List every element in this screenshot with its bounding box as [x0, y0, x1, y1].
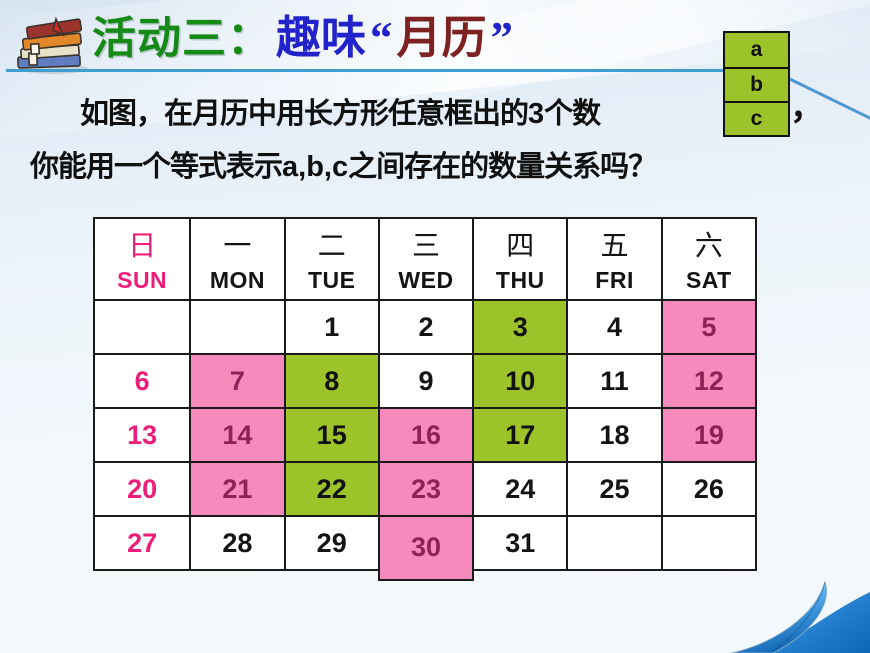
- weekday-cn-label: 日: [128, 231, 157, 262]
- calendar-header-tue: 二 TUE: [283, 219, 378, 299]
- calendar-table: 日 SUN 一 MON 二 TUE 三 WED 四 THU 五 FRI 六 SAT 1 2 3 4 5 6 7 8 9 10 1…: [93, 217, 757, 581]
- calendar-empty-cell: [660, 515, 755, 569]
- weekday-en-label: TUE: [307, 267, 356, 293]
- weekday-cn-label: 三: [411, 231, 440, 262]
- calendar-header-wed: 三 WED: [377, 219, 473, 299]
- abc-cell-b: b: [725, 67, 788, 101]
- calendar-day-15: 15: [283, 407, 378, 461]
- calendar-day-30: 30: [377, 515, 475, 581]
- calendar-day-13: 13: [95, 407, 190, 461]
- title-activity-label: 活动三：: [92, 14, 272, 63]
- weekday-en-label: FRI: [595, 267, 634, 293]
- calendar-day-7: 7: [189, 353, 284, 407]
- title-topic: 趣味: [276, 13, 367, 63]
- calendar-day-9: 9: [377, 353, 473, 407]
- comma-after-frame: ，: [790, 90, 824, 127]
- calendar-day-25: 25: [566, 461, 661, 515]
- calendar-day-28: 28: [189, 515, 284, 569]
- calendar-empty-cell: [95, 299, 190, 353]
- question-line-1-suffix: 个数: [544, 98, 601, 130]
- calendar-day-10: 10: [472, 353, 567, 407]
- calendar-day-6: 6: [95, 353, 190, 407]
- weekday-cn-label: 一: [223, 231, 252, 262]
- weekday-en-label: SUN: [117, 267, 168, 293]
- question-line-2-text: 你能用一个等式表示: [30, 151, 283, 183]
- calendar-day-23: 23: [377, 461, 473, 515]
- calendar-day-8: 8: [283, 353, 378, 407]
- weekday-cn-label: 二: [317, 231, 346, 262]
- calendar-day-16: 16: [377, 407, 473, 461]
- calendar-day-19: 19: [660, 407, 755, 461]
- calendar-day-17: 17: [472, 407, 567, 461]
- weekday-cn-label: 六: [694, 231, 723, 262]
- calendar-day-5: 5: [660, 299, 755, 353]
- calendar-day-20: 20: [95, 461, 190, 515]
- question-line-2-suffix: 之间存在的数量关系吗？: [348, 151, 657, 183]
- calendar-day-24: 24: [472, 461, 567, 515]
- calendar-day-4: 4: [566, 299, 661, 353]
- weekday-en-label: SAT: [685, 267, 732, 293]
- calendar-header-thu: 四 THU: [472, 219, 567, 299]
- calendar-header-sat: 六 SAT: [660, 219, 755, 299]
- calendar-day-31: 31: [472, 515, 567, 569]
- title-topic-emphasis: 月历: [396, 13, 487, 63]
- calendar-header-fri: 五 FRI: [566, 219, 661, 299]
- question-line-1-text: 如图，在月历中用长方形任意框出的: [80, 98, 529, 130]
- page-title: 活动三： 趣味 “ 月历 ”: [92, 13, 513, 65]
- calendar-empty-cell: [189, 299, 284, 353]
- calendar-day-18: 18: [566, 407, 661, 461]
- calendar-header-sun: 日 SUN: [95, 219, 190, 299]
- abc-cell-a: a: [750, 38, 763, 61]
- weekday-cn-label: 五: [600, 231, 629, 262]
- calendar-day-21: 21: [189, 461, 284, 515]
- calendar-day-22: 22: [283, 461, 378, 515]
- calendar-day-29: 29: [283, 515, 378, 569]
- title-underline: [6, 69, 723, 72]
- calendar-day-1: 1: [283, 299, 378, 353]
- weekday-en-label: THU: [495, 267, 545, 293]
- books-icon: [17, 16, 88, 74]
- question-line-2: 你能用一个等式表示a,b,c之间存在的数量关系吗？: [30, 143, 657, 185]
- calendar-day-2: 2: [377, 299, 473, 353]
- page-curl-icon: [730, 580, 870, 653]
- weekday-en-label: MON: [209, 267, 265, 293]
- calendar-day-14: 14: [189, 407, 284, 461]
- weekday-en-label: WED: [398, 267, 454, 293]
- calendar-day-26: 26: [660, 461, 755, 515]
- calendar-day-12: 12: [660, 353, 755, 407]
- calendar-day-3: 3: [472, 299, 567, 353]
- question-line-1-number: 3: [528, 98, 545, 130]
- title-quote-open: “: [370, 13, 393, 63]
- calendar-empty-cell: [566, 515, 661, 569]
- question-line-1: 如图，在月历中用长方形任意框出的3个数: [80, 90, 601, 132]
- calendar-day-27: 27: [95, 515, 190, 569]
- abc-cell-c: c: [725, 101, 788, 135]
- question-line-2-variables: a,b,c: [282, 151, 349, 183]
- calendar-header-mon: 一 MON: [189, 219, 284, 299]
- title-quote-close: ”: [490, 13, 514, 63]
- weekday-cn-label: 四: [506, 231, 535, 262]
- calendar-day-11: 11: [566, 353, 661, 407]
